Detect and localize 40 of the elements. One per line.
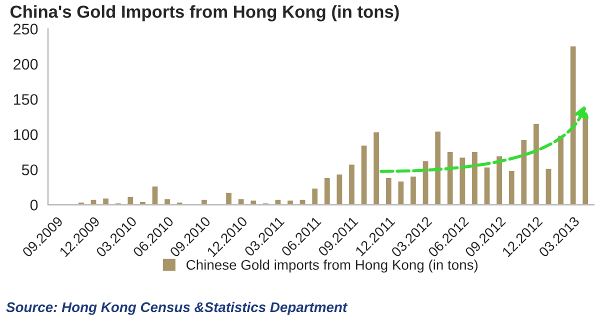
legend-label: Chinese Gold imports from Hong Kong (in tons) xyxy=(186,260,478,273)
bar xyxy=(335,173,344,205)
y-tick-label: 200 xyxy=(14,58,38,70)
bar xyxy=(556,134,565,205)
bar xyxy=(569,45,578,205)
bar xyxy=(138,200,147,205)
bar xyxy=(286,199,294,205)
bar xyxy=(446,150,454,205)
bar xyxy=(495,154,504,205)
bar xyxy=(102,197,110,205)
bar xyxy=(544,167,553,205)
bar xyxy=(434,130,442,205)
bar xyxy=(532,122,540,205)
bar xyxy=(508,170,516,205)
bar xyxy=(409,175,418,205)
chart-title: China's Gold Imports from Hong Kong (in tons) xyxy=(10,5,399,22)
bar xyxy=(200,198,208,205)
bar xyxy=(249,199,258,205)
bar xyxy=(360,144,368,205)
bar xyxy=(126,196,134,205)
bar xyxy=(520,138,528,205)
bar xyxy=(163,198,172,205)
bar xyxy=(348,163,356,205)
bar xyxy=(310,187,319,205)
bar xyxy=(482,166,492,205)
bar xyxy=(150,185,160,205)
bar xyxy=(421,160,430,205)
bar xyxy=(458,156,466,205)
bar xyxy=(224,191,233,205)
y-tick-label: 0 xyxy=(30,200,38,210)
bar xyxy=(396,180,406,205)
y-tick-label: 100 xyxy=(14,129,38,140)
bar xyxy=(372,130,380,205)
bar xyxy=(470,150,479,205)
bar xyxy=(323,176,332,205)
y-tick-label: 250 xyxy=(14,24,38,34)
y-tick-label: 50 xyxy=(22,164,38,176)
y-tick-label: 150 xyxy=(14,94,38,105)
bar xyxy=(384,176,393,205)
source-note: Source: Hong Kong Census &Statistics Department xyxy=(6,302,348,315)
